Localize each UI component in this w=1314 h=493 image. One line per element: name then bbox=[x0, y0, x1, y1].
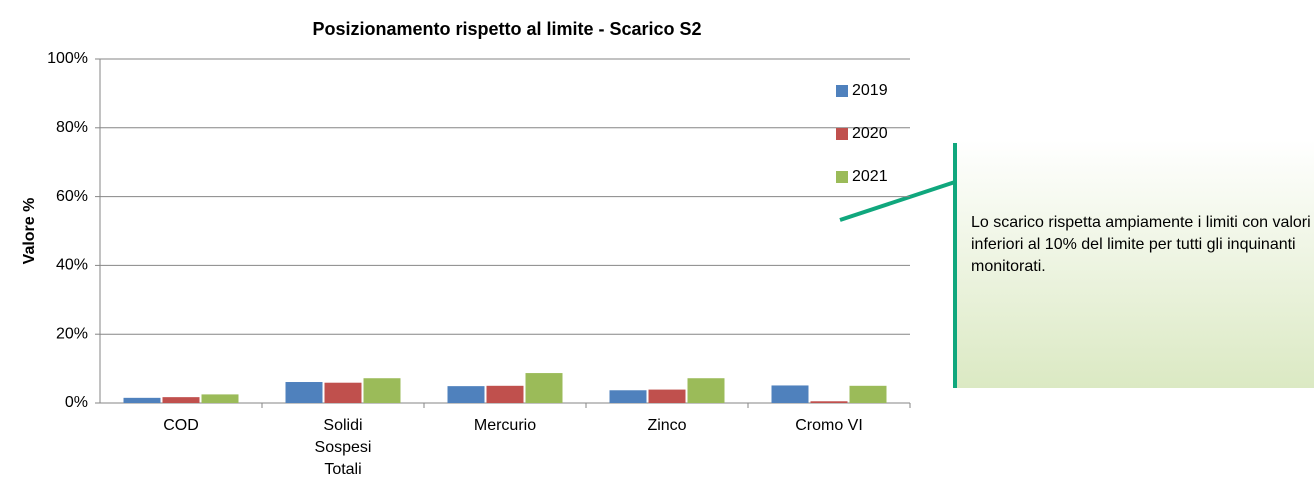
bar bbox=[447, 386, 485, 403]
y-tick-label: 100% bbox=[47, 50, 88, 67]
y-axis-title: Valore % bbox=[21, 198, 38, 265]
bar bbox=[525, 373, 563, 403]
bar bbox=[849, 385, 887, 403]
annotation: Lo scarico rispetta ampiamente i limiti … bbox=[957, 140, 1314, 388]
legend-swatch bbox=[836, 171, 848, 183]
bar bbox=[363, 378, 401, 403]
bar bbox=[810, 401, 848, 403]
y-tick-label: 60% bbox=[56, 188, 88, 205]
legend-label: 2021 bbox=[852, 168, 888, 185]
x-tick-label: Solidi Sospesi Totali bbox=[314, 417, 372, 478]
callout-pointer bbox=[839, 180, 956, 222]
y-tick-label: 20% bbox=[56, 325, 88, 342]
y-tick-label: 40% bbox=[56, 257, 88, 274]
bar bbox=[486, 385, 524, 403]
bar bbox=[324, 382, 362, 403]
y-tick-label: 80% bbox=[56, 119, 88, 136]
bar bbox=[201, 394, 239, 403]
x-tick-label: Mercurio bbox=[473, 417, 537, 434]
x-tick-label: COD bbox=[163, 417, 199, 434]
bar bbox=[162, 397, 200, 403]
chart-title: Posizionamento rispetto al limite - Scar… bbox=[312, 19, 701, 39]
legend-swatch bbox=[836, 85, 848, 97]
x-tick-label: Zinco bbox=[647, 417, 687, 434]
bar bbox=[771, 385, 809, 403]
x-tick-label: Cromo VI bbox=[795, 417, 863, 434]
legend-label: 2020 bbox=[852, 125, 888, 142]
bar bbox=[609, 390, 647, 403]
legend-label: 2019 bbox=[852, 82, 888, 99]
bar bbox=[123, 397, 161, 403]
bar bbox=[648, 389, 686, 403]
y-tick-label: 0% bbox=[65, 394, 88, 411]
bar bbox=[285, 382, 323, 403]
legend-swatch bbox=[836, 128, 848, 140]
bar bbox=[687, 378, 725, 403]
